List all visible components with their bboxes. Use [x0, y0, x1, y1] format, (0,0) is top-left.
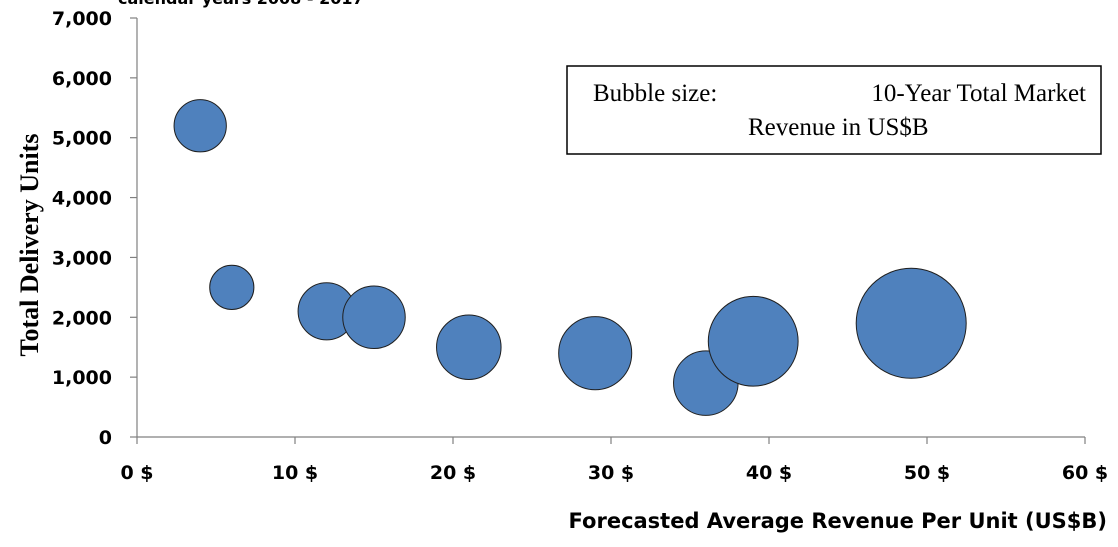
x-axis-ticks: 0 $ 10 $ 20 $ 30 $ 40 $ 50 $ 60 $: [120, 462, 1108, 484]
x-tick-label: 10 $: [272, 462, 318, 484]
y-tick-label: 1,000: [52, 367, 112, 389]
x-axis-label: Forecasted Average Revenue Per Unit (US$…: [569, 509, 1107, 533]
x-tick-label: 20 $: [430, 462, 476, 484]
x-tick-label: 30 $: [588, 462, 634, 484]
bubble: [173, 99, 227, 153]
axes: [130, 17, 1086, 444]
bubble: [436, 314, 502, 380]
bubbles: [173, 99, 967, 416]
bubble: [558, 316, 633, 391]
legend-text-line2: Revenue in US$B: [748, 114, 929, 141]
bubble: [342, 285, 406, 350]
y-tick-label: 0: [99, 427, 112, 449]
legend-text-line1: 10-Year Total Market: [871, 80, 1086, 107]
y-axis-ticks: 0 1,000 2,000 3,000 4,000 5,000 6,000 7,000: [52, 8, 112, 449]
x-tick-label: 40 $: [746, 462, 792, 484]
y-tick-label: 2,000: [52, 307, 112, 329]
x-tick-label: 60 $: [1062, 462, 1108, 484]
legend-box: Bubble size: 10-Year Total Market Revenu…: [566, 65, 1102, 155]
x-tick-label: 50 $: [904, 462, 950, 484]
y-tick-label: 4,000: [52, 188, 112, 210]
legend-label: Bubble size:: [593, 80, 717, 107]
chart-title: calendar years 2008 - 2017: [118, 0, 364, 8]
y-tick-label: 5,000: [52, 128, 112, 150]
y-axis-label: Total Delivery Units: [15, 134, 44, 357]
bubble: [707, 295, 799, 387]
y-tick-label: 7,000: [52, 8, 112, 30]
y-tick-label: 3,000: [52, 247, 112, 269]
y-tick-label: 6,000: [52, 68, 112, 90]
x-tick-label: 0 $: [120, 462, 153, 484]
bubble: [855, 267, 967, 379]
bubble: [209, 264, 255, 310]
